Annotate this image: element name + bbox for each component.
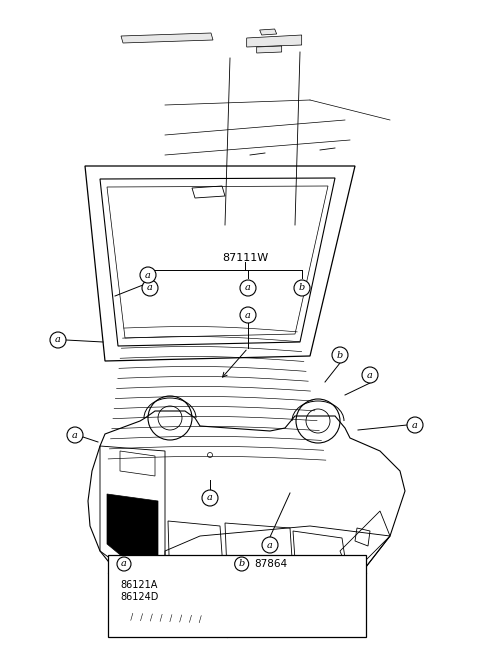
- Polygon shape: [257, 46, 282, 53]
- Text: b: b: [239, 560, 245, 569]
- Circle shape: [407, 417, 423, 433]
- Bar: [108, 555, 366, 637]
- Text: b: b: [337, 350, 343, 359]
- Polygon shape: [247, 35, 302, 47]
- Circle shape: [240, 280, 256, 296]
- Text: a: a: [367, 371, 373, 380]
- Text: a: a: [245, 310, 251, 319]
- Circle shape: [202, 490, 218, 506]
- Polygon shape: [260, 29, 276, 35]
- Circle shape: [262, 537, 278, 553]
- Circle shape: [235, 557, 249, 571]
- Polygon shape: [121, 33, 213, 43]
- Text: a: a: [207, 493, 213, 502]
- Text: a: a: [121, 560, 127, 569]
- Text: b: b: [299, 283, 305, 293]
- Text: 87864: 87864: [255, 559, 288, 569]
- Text: 86121A: 86121A: [120, 580, 157, 590]
- Circle shape: [117, 557, 131, 571]
- Text: 86124D: 86124D: [120, 592, 158, 602]
- Circle shape: [240, 307, 256, 323]
- Text: a: a: [147, 283, 153, 293]
- Circle shape: [67, 427, 83, 443]
- Text: a: a: [245, 283, 251, 293]
- Text: a: a: [145, 270, 151, 279]
- Text: a: a: [267, 541, 273, 550]
- Text: 87111W: 87111W: [222, 253, 268, 263]
- Polygon shape: [107, 494, 158, 586]
- Circle shape: [332, 347, 348, 363]
- Text: a: a: [412, 420, 418, 430]
- Circle shape: [294, 280, 310, 296]
- Circle shape: [142, 280, 158, 296]
- Circle shape: [50, 332, 66, 348]
- Circle shape: [140, 267, 156, 283]
- Text: a: a: [55, 335, 61, 344]
- Circle shape: [362, 367, 378, 383]
- Text: a: a: [72, 430, 78, 440]
